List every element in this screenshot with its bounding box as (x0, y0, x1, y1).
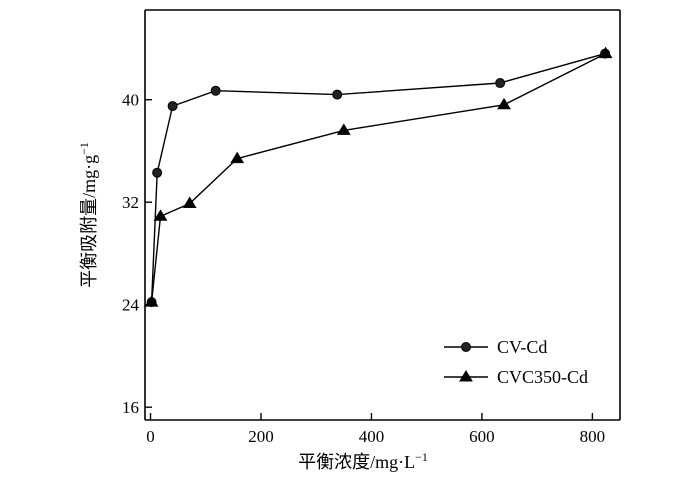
x-tick-label: 800 (580, 427, 606, 446)
x-tick-label: 0 (146, 427, 155, 446)
data-point-cvc350-cd (144, 295, 159, 307)
y-tick-label: 32 (122, 193, 139, 212)
data-point-cvc350-cd (336, 123, 351, 135)
y-axis-title: 平衡吸附量/mg·g−1 (77, 142, 99, 288)
data-point-cvc350-cd (230, 151, 245, 164)
y-tick-label: 16 (122, 398, 139, 417)
legend-label-cvc350-cd: CVC350-Cd (497, 367, 588, 387)
data-point-cv-cd (152, 167, 163, 178)
y-axis-title-superscript: −1 (77, 142, 91, 155)
plot-frame (144, 9, 621, 421)
y-tick-label: 24 (122, 296, 140, 315)
data-point-cv-cd (495, 78, 506, 89)
x-tick-label: 400 (359, 427, 385, 446)
data-point-cvc350-cd (182, 196, 197, 208)
data-point-cv-cd (167, 101, 178, 112)
data-point-cvc350-cd (497, 97, 511, 110)
x-axis-title: 平衡浓度/mg·L−1 (298, 450, 428, 472)
legend: CV-Cd CVC350-Cd (444, 337, 588, 387)
y-tick-label: 40 (122, 91, 139, 110)
data-point-cvc350-cd (598, 46, 613, 59)
y-ticks: 16 24 32 40 (122, 91, 152, 417)
x-tick-label: 600 (469, 427, 495, 446)
data-point-cvc350-cd (153, 209, 168, 221)
legend-marker-cvc350-cd (459, 370, 473, 382)
data-point-cv-cd (332, 89, 343, 100)
series-layer (144, 46, 613, 308)
x-ticks: 0 200 400 600 800 (146, 413, 605, 446)
legend-marker-cv-cd (461, 342, 471, 352)
legend-label-cv-cd: CV-Cd (497, 337, 547, 357)
x-axis-title-superscript: −1 (415, 450, 428, 464)
data-point-cv-cd (210, 85, 221, 96)
x-tick-label: 200 (248, 427, 274, 446)
